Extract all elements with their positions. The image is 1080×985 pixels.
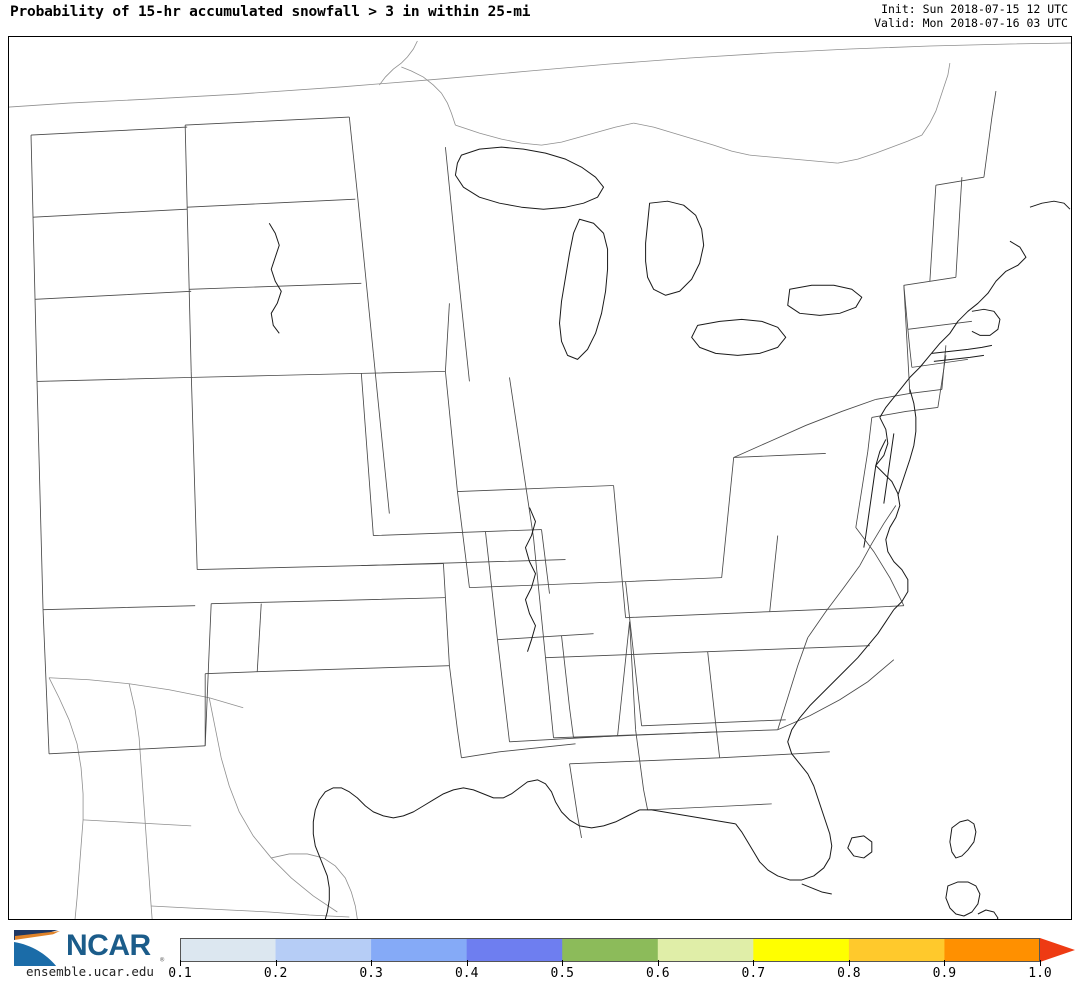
ensemble-url: ensemble.ucar.edu: [26, 964, 154, 979]
colorbar-segment: [657, 938, 754, 962]
colorbar-segment: [848, 938, 945, 962]
colorbar-tick-label: 0.5: [550, 966, 574, 981]
colorbar-tick-label: 0.7: [741, 966, 766, 981]
foreign-borders: [9, 40, 1071, 919]
ncar-logo[interactable]: NCAR ® ensemble.ucar.edu: [8, 928, 173, 980]
colorbar-tick: [657, 960, 659, 966]
colorbar-segment: [275, 938, 372, 962]
probability-colorbar[interactable]: 0.1 0.2 0.3 0.4 0.5 0.6 0.7 0.8 0.9 1.0: [168, 938, 1075, 982]
ncar-wordmark: NCAR: [66, 929, 151, 962]
coastline: [268, 146, 1071, 919]
colorbar-tick: [180, 960, 181, 966]
colorbar-segment: [371, 938, 468, 962]
colorbar-gradient: [180, 938, 1075, 962]
colorbar-segment: [944, 938, 1041, 962]
colorbar-tick-label: 0.6: [646, 966, 670, 981]
state-borders: [30, 90, 997, 838]
colorbar-tick-label: 0.1: [168, 966, 192, 981]
colorbar-tick-label: 0.4: [454, 966, 479, 981]
colorbar-tick-label: 0.9: [932, 966, 957, 981]
colorbar-tick: [944, 960, 946, 966]
colorbar-segment: [180, 938, 277, 962]
colorbar-over-arrow: [1040, 938, 1075, 962]
colorbar-tick: [848, 960, 850, 966]
colorbar-tick: [275, 960, 277, 966]
ncar-logo-mark: [14, 930, 62, 966]
init-time: Init: Sun 2018-07-15 12 UTC: [881, 2, 1068, 16]
registered-mark: ®: [160, 956, 165, 964]
colorbar-segment: [562, 938, 659, 962]
map-geography: [9, 37, 1071, 919]
forecast-time-info: Init: Sun 2018-07-15 12 UTC Valid: Mon 2…: [874, 2, 1068, 30]
page-title: Probability of 15-hr accumulated snowfal…: [10, 4, 531, 20]
colorbar-segment: [466, 938, 563, 962]
colorbar-tick: [1040, 960, 1041, 966]
colorbar-tick-label: 0.2: [263, 966, 288, 981]
valid-time: Valid: Mon 2018-07-16 03 UTC: [874, 16, 1068, 30]
map-background: [9, 37, 1071, 919]
colorbar-tick: [466, 960, 468, 966]
colorbar-tick: [371, 960, 373, 966]
page-header: Probability of 15-hr accumulated snowfal…: [0, 0, 1080, 32]
colorbar-tick-label: 1.0: [1028, 966, 1052, 981]
colorbar-tick-label: 0.3: [359, 966, 383, 981]
colorbar-tick: [753, 960, 755, 966]
colorbar-ticks: 0.1 0.2 0.3 0.4 0.5 0.6 0.7 0.8 0.9 1.0: [168, 960, 1075, 982]
colorbar-segment: [753, 938, 850, 962]
colorbar-tick-label: 0.8: [837, 966, 861, 981]
map-panel[interactable]: [8, 36, 1072, 920]
colorbar-tick: [562, 960, 564, 966]
